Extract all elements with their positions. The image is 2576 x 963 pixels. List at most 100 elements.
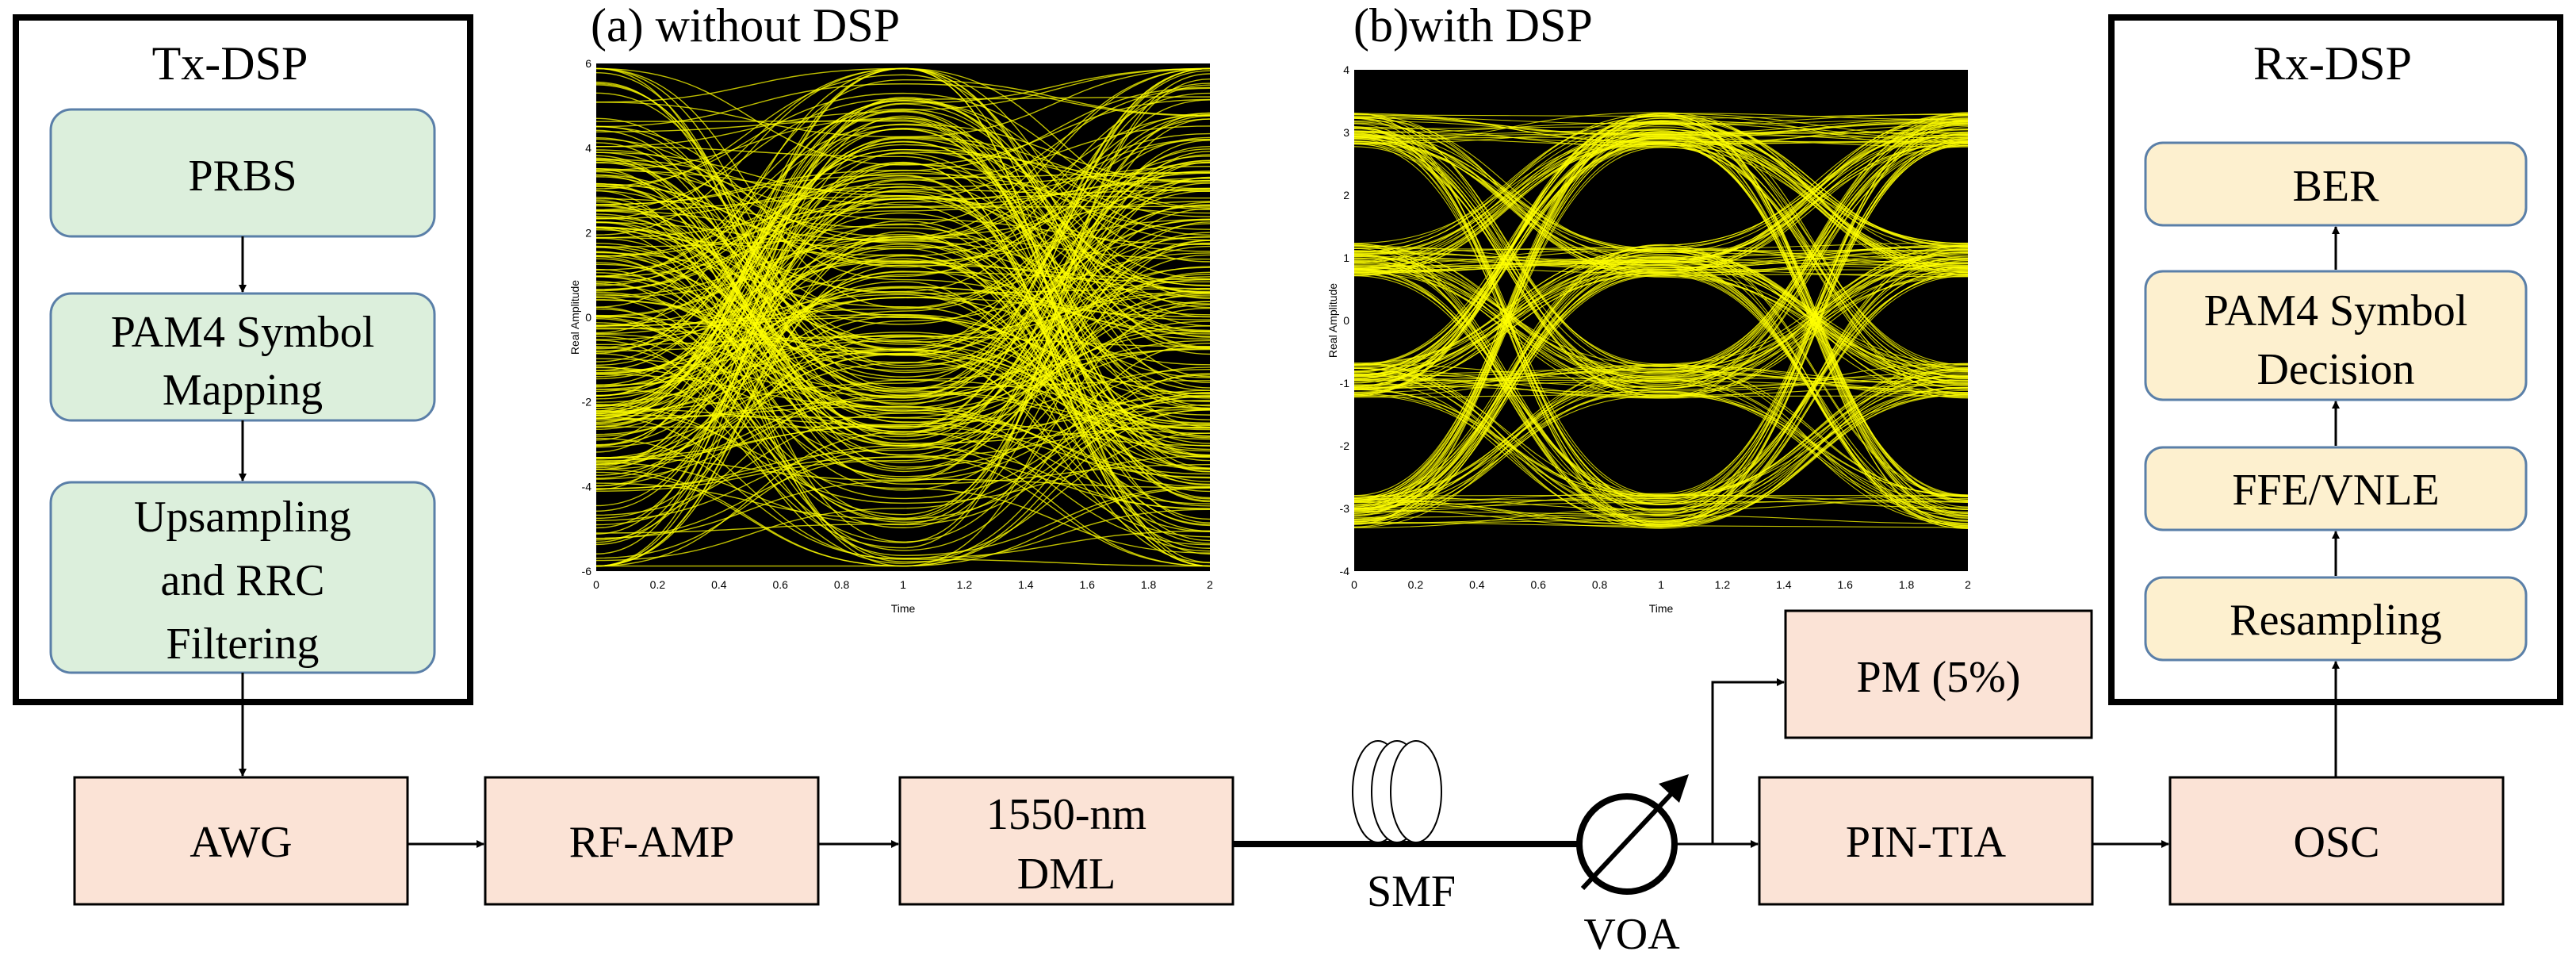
eye-trace [595,190,1211,562]
eye-trace [1353,263,1969,378]
eye-trace [1353,119,1969,497]
eye-trace [595,138,1211,335]
eye-trace [595,240,1211,567]
eye-trace [595,293,1211,490]
eye-trace [595,120,1211,524]
eye-trace [595,171,1211,284]
eye-trace [595,146,1211,435]
eye-a-xtick-label: 0.6 [772,578,788,591]
ber-label: BER [2293,162,2380,211]
eye-trace [1353,250,1969,269]
eye-trace [1353,126,1969,247]
eye-trace [595,168,1211,543]
eye-trace [595,152,1211,286]
eye-trace [595,129,1211,447]
eye-trace [1353,142,1969,365]
eye-trace [1353,116,1969,516]
eye-trace [595,103,1211,535]
eye-trace [595,190,1211,424]
eye-trace [1353,364,1969,500]
pm-label: PM (5%) [1857,653,2021,702]
rx-dsp-panel: Rx-DSP BER PAM4 Symbol Decision FFE/VNLE… [2108,14,2563,705]
eye-trace [595,100,1211,354]
eye-trace [1353,120,1969,528]
eye-trace [1353,143,1969,497]
eye-trace [595,336,1211,352]
eye-trace [1353,142,1969,397]
eye-trace [1353,140,1969,509]
eye-trace [595,162,1211,245]
pin-tia-block [1758,776,2094,906]
eye-trace [595,178,1211,428]
eye-trace [595,251,1211,451]
eye-trace [595,67,1211,490]
eye-trace [595,140,1211,480]
eye-trace [595,67,1211,430]
eye-trace [1353,132,1969,144]
eye-a-xtick-label: 1.2 [957,578,973,591]
voa-label: VOA [1583,910,1680,959]
eye-trace [595,236,1211,470]
eye-trace [595,175,1211,567]
osc-block [2168,776,2505,906]
eye-trace [595,280,1211,551]
eye-trace [1353,133,1969,399]
eye-trace [595,92,1211,369]
eye-trace [595,70,1211,428]
eye-trace [595,108,1211,318]
eye-b-xtick-label: 0.6 [1530,578,1546,591]
eye-trace [1353,253,1969,381]
eye-trace [1353,254,1969,397]
eye-trace [595,67,1211,412]
eye-a-ytick-label: -2 [582,396,592,409]
eye-trace [1353,251,1969,389]
eye-trace [595,168,1211,260]
eye-trace [595,314,1211,475]
upsampling-label-2: and RRC [161,556,325,605]
awg-block [73,776,409,906]
eye-trace [1353,129,1969,510]
eye-trace [595,111,1211,472]
eye-trace [1353,133,1969,393]
eye-trace [595,198,1211,332]
upsampling-label-1: Upsampling [134,493,351,542]
eye-trace [1353,144,1969,501]
eye-trace [1353,147,1969,510]
eye-trace [1353,113,1969,371]
eye-trace [1353,272,1969,398]
eye-trace [1353,113,1969,526]
osc-label: OSC [2294,818,2380,867]
eye-trace [595,118,1211,520]
pam4-decision-label-1: PAM4 Symbol [2204,286,2468,336]
eye-trace [1353,254,1969,377]
eye-a-xtick-label: 0.2 [650,578,666,591]
eye-b-ytick-label: -4 [1340,565,1350,577]
eye-trace [1353,131,1969,277]
eye-trace [1353,129,1969,144]
eye-trace [595,152,1211,529]
eye-trace [595,81,1211,441]
eye-trace [1353,249,1969,268]
eye-trace [1353,258,1969,505]
dml-block [898,776,1234,906]
eye-b-xtick-label: 1.6 [1837,578,1853,591]
eye-trace [1353,138,1969,498]
eye-trace [1353,114,1969,501]
eye-trace [1353,384,1969,503]
eye-a-xtick-label: 0 [593,578,599,591]
pam4-decision-label-2: Decision [2256,345,2414,394]
eye-trace [1353,261,1969,382]
eye-a-xlabel: Time [891,602,916,615]
eye-b-ytick-label: 1 [1343,251,1349,264]
eye-diagram-b: (b)with DSP 0 0.2 0.4 0.6 0.8 1 1.2 1.4 1.6 1.8 2 … [1326,0,1971,615]
transmission-chain: AWG RF-AMP 1550-nm DML SMF VOA PM (5%) [73,609,2505,959]
eye-trace [1353,366,1969,524]
eye-trace [595,332,1211,416]
eye-b-y-ticks: 4 3 2 1 0 -1 -2 -3 -4 [1340,63,1350,577]
eye-trace [595,281,1211,564]
eye-trace [1353,133,1969,365]
eye-a-xtick-label: 1 [900,578,906,591]
eye-trace [595,115,1211,559]
eye-trace [595,163,1211,465]
eye-trace [595,125,1211,512]
